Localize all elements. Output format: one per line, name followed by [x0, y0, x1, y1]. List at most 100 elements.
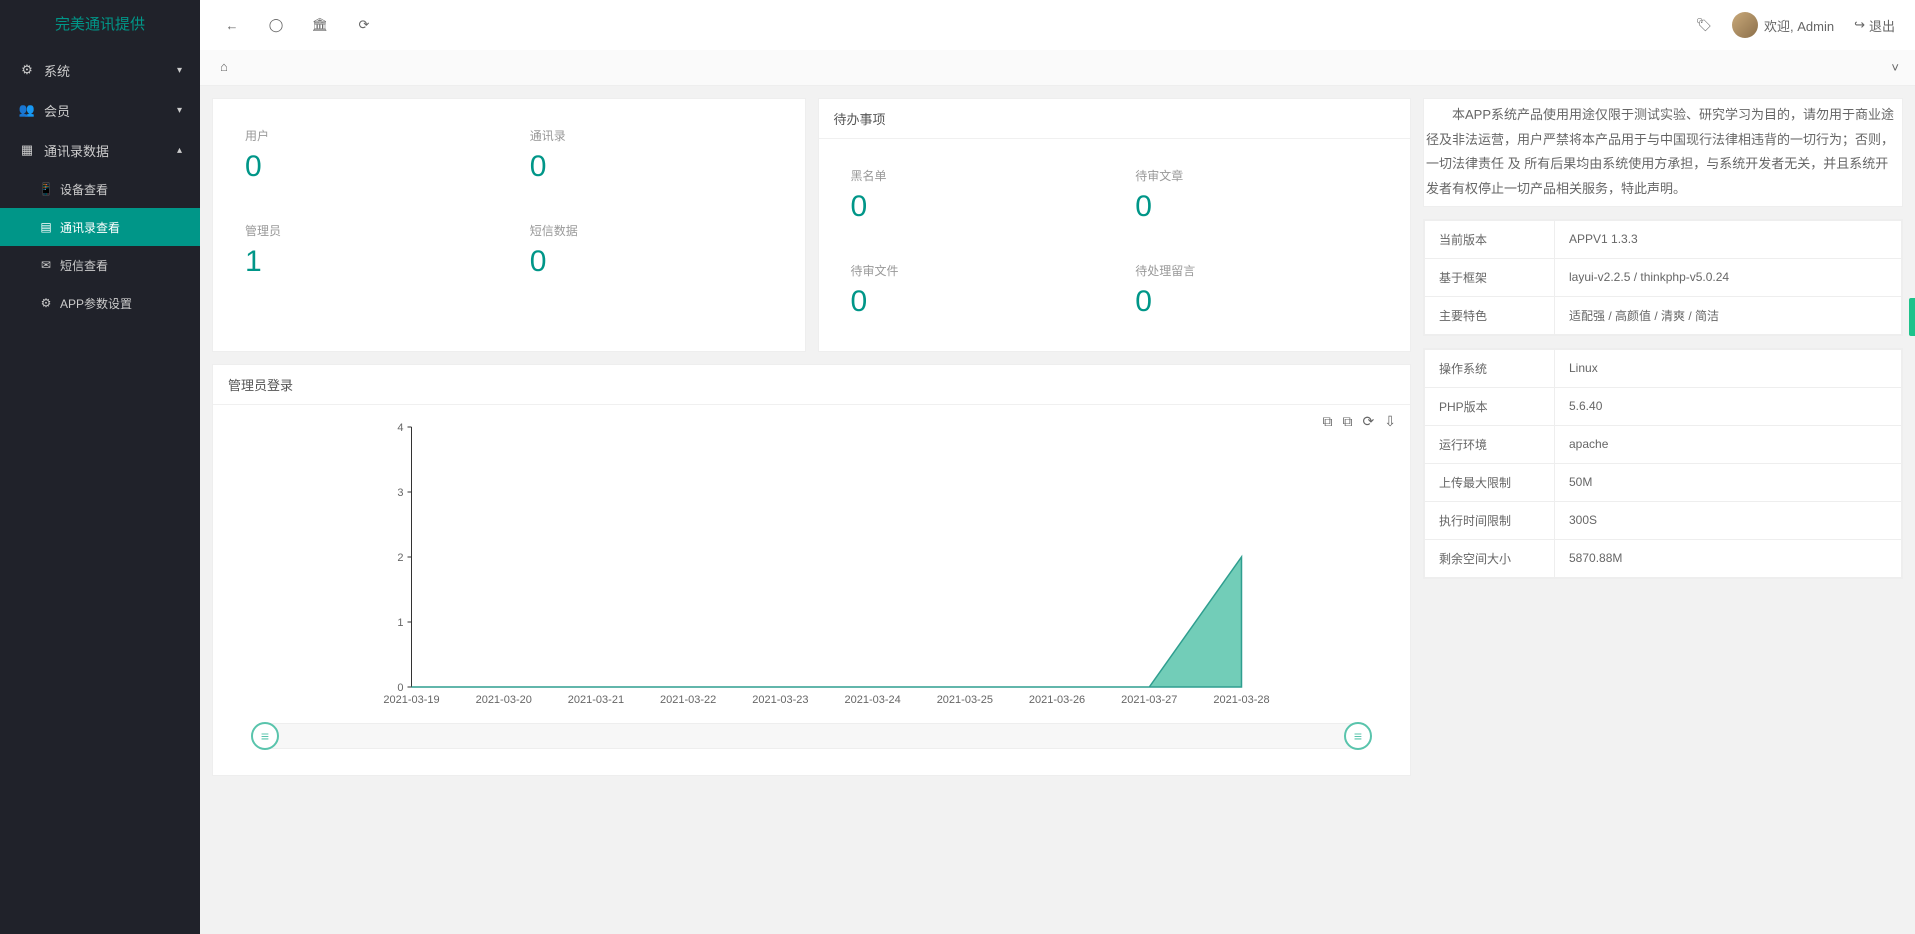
kv-value: APPV1 1.3.3 — [1555, 220, 1902, 258]
table-row: 操作系统Linux — [1425, 349, 1902, 387]
kv-value: 适配强 / 高颜值 / 清爽 / 简洁 — [1555, 296, 1902, 334]
content-left: 用户0通讯录0管理员1短信数据0 待办事项 黑名单0待审文章0待审文件0待处理留… — [212, 98, 1411, 922]
content-right: 本APP系统产品使用用途仅限于测试实验、研究学习为目的，请勿用于商业途径及非法运… — [1423, 98, 1903, 922]
logout-icon: ↪ — [1854, 17, 1865, 33]
header-btn-2[interactable]: 🏛 — [298, 0, 342, 50]
env-card: 操作系统LinuxPHP版本5.6.40运行环境apache上传最大限制50M执… — [1423, 348, 1903, 579]
sidebar-subitem-通讯录查看[interactable]: ▤ 通讯录查看 — [0, 208, 200, 246]
stat-value: 1 — [245, 245, 488, 279]
chart-range-slider[interactable]: ≡ ≡ — [258, 723, 1365, 749]
logout-button[interactable]: ↪ 退出 — [1844, 0, 1905, 50]
chart-tool-3[interactable]: ⇩ — [1384, 413, 1396, 430]
logout-label: 退出 — [1869, 16, 1895, 35]
submenu-label: 设备查看 — [60, 181, 108, 198]
sidebar-item-通讯录数据[interactable]: ▦通讯录数据▴ — [0, 130, 200, 170]
stat-label: 用户 — [245, 127, 488, 144]
chevron-down-icon: ˅ — [1891, 60, 1899, 75]
table-row: PHP版本5.6.40 — [1425, 387, 1902, 425]
table-row: 执行时间限制300S — [1425, 501, 1902, 539]
tag-icon[interactable]: 🏷 — [1685, 0, 1722, 50]
table-row: 主要特色适配强 / 高颜值 / 清爽 / 简洁 — [1425, 296, 1902, 334]
accent-side-tab — [1909, 298, 1915, 336]
avatar — [1732, 12, 1758, 38]
svg-text:3: 3 — [397, 487, 403, 499]
sidebar-subitem-短信查看[interactable]: ✉短信查看 — [0, 246, 200, 284]
home-icon: ⌂ — [220, 59, 228, 74]
svg-text:2021-03-25: 2021-03-25 — [937, 694, 993, 706]
kv-key: 主要特色 — [1425, 296, 1555, 334]
tab-bar: ⌂ ˅ — [200, 50, 1915, 86]
svg-text:0: 0 — [397, 682, 403, 694]
kv-key: 上传最大限制 — [1425, 463, 1555, 501]
range-handle-left[interactable]: ≡ — [251, 722, 279, 750]
tab-more[interactable]: ˅ — [1883, 60, 1907, 75]
sidebar-item-系统[interactable]: ⚙系统▾ — [0, 50, 200, 90]
svg-text:2021-03-19: 2021-03-19 — [383, 694, 439, 706]
header-btn-0[interactable]: ← — [210, 0, 254, 50]
welcome-text: 欢迎, Admin — [1764, 16, 1834, 35]
kv-value: layui-v2.2.5 / thinkphp-v5.0.24 — [1555, 258, 1902, 296]
user-menu[interactable]: 欢迎, Admin — [1722, 0, 1844, 50]
table-row: 上传最大限制50M — [1425, 463, 1902, 501]
stats-row: 用户0通讯录0管理员1短信数据0 待办事项 黑名单0待审文章0待审文件0待处理留… — [212, 98, 1411, 352]
header: ←◯🏛⟳ 🏷 欢迎, Admin ↪ 退出 — [200, 0, 1915, 50]
stat-box: 黑名单0 — [835, 155, 1110, 240]
menu-label: 系统 — [44, 61, 177, 80]
svg-text:2021-03-23: 2021-03-23 — [752, 694, 808, 706]
svg-text:2021-03-27: 2021-03-27 — [1121, 694, 1177, 706]
kv-key: 运行环境 — [1425, 425, 1555, 463]
stats-right-title: 待办事项 — [819, 99, 1411, 139]
sidebar: 完美通讯提供 ⚙系统▾👥会员▾▦通讯录数据▴📱设备查看▤通讯录查看✉短信查看⚙A… — [0, 0, 200, 934]
stat-value: 0 — [530, 150, 773, 184]
info-table: 当前版本APPV1 1.3.3基于框架layui-v2.2.5 / thinkp… — [1424, 220, 1902, 335]
header-btn-1[interactable]: ◯ — [254, 0, 298, 50]
kv-value: apache — [1555, 425, 1902, 463]
table-row: 基于框架layui-v2.2.5 / thinkphp-v5.0.24 — [1425, 258, 1902, 296]
sidebar-subitem-设备查看[interactable]: 📱 设备查看 — [0, 170, 200, 208]
stat-box: 待审文件0 — [835, 250, 1110, 335]
admin-login-chart: 012342021-03-192021-03-202021-03-212021-… — [228, 417, 1395, 717]
svg-text:4: 4 — [397, 422, 403, 434]
sidebar-subitem-APP参数设置[interactable]: ⚙APP参数设置 — [0, 284, 200, 322]
kv-value: 300S — [1555, 501, 1902, 539]
svg-text:2021-03-26: 2021-03-26 — [1029, 694, 1085, 706]
tab-home[interactable]: ⌂ — [208, 50, 240, 86]
chart-toolbar: ⧉ ⧉ ⟳ ⇩ — [1323, 413, 1396, 430]
stat-label: 管理员 — [245, 222, 488, 239]
chevron-icon: ▾ — [177, 105, 182, 116]
table-row: 运行环境apache — [1425, 425, 1902, 463]
sidebar-item-会员[interactable]: 👥会员▾ — [0, 90, 200, 130]
stats-right-card: 待办事项 黑名单0待审文章0待审文件0待处理留言0 — [818, 98, 1412, 352]
range-handle-right[interactable]: ≡ — [1344, 722, 1372, 750]
stat-box: 管理员 1 — [229, 210, 504, 295]
main: ←◯🏛⟳ 🏷 欢迎, Admin ↪ 退出 ⌂ ˅ — [200, 0, 1915, 934]
chart-tool-2[interactable]: ⟳ — [1363, 413, 1375, 430]
sidebar-menu: ⚙系统▾👥会员▾▦通讯录数据▴ 📱 设备查看 ▤ 通讯录查看 ✉短信查看⚙APP参数设置 — [0, 50, 200, 322]
chevron-icon: ▴ — [177, 145, 182, 156]
submenu-label: 短信查看 — [60, 257, 108, 274]
stat-box: 短信数据0 — [514, 210, 789, 295]
chart-tool-1[interactable]: ⧉ — [1343, 413, 1353, 430]
kv-value: 5.6.40 — [1555, 387, 1902, 425]
chart-tool-0[interactable]: ⧉ — [1323, 413, 1333, 430]
chart-body: ⧉⧉⟳⇩ 012342021-03-192021-03-202021-03-21… — [213, 405, 1410, 775]
header-left: ←◯🏛⟳ — [210, 0, 386, 50]
header-btn-3[interactable]: ⟳ — [342, 0, 386, 50]
submenu-icon: ▤ — [38, 220, 54, 234]
table-row: 当前版本APPV1 1.3.3 — [1425, 220, 1902, 258]
stat-box: 待审文章0 — [1119, 155, 1394, 240]
stat-value: 0 — [1135, 190, 1378, 224]
stat-box: 用户0 — [229, 115, 504, 200]
stat-box: 待处理留言0 — [1119, 250, 1394, 335]
svg-text:2021-03-28: 2021-03-28 — [1213, 694, 1269, 706]
stat-label: 短信数据 — [530, 222, 773, 239]
disclaimer-card: 本APP系统产品使用用途仅限于测试实验、研究学习为目的，请勿用于商业途径及非法运… — [1423, 98, 1903, 207]
submenu-label: 通讯录查看 — [60, 219, 120, 236]
menu-icon: ▦ — [18, 142, 36, 158]
content: 用户0通讯录0管理员1短信数据0 待办事项 黑名单0待审文章0待审文件0待处理留… — [200, 86, 1915, 934]
app-root: 完美通讯提供 ⚙系统▾👥会员▾▦通讯录数据▴📱设备查看▤通讯录查看✉短信查看⚙A… — [0, 0, 1915, 934]
stats-left-card: 用户0通讯录0管理员1短信数据0 — [212, 98, 806, 352]
chevron-icon: ▾ — [177, 65, 182, 76]
submenu-icon: 📱 — [38, 182, 54, 196]
kv-value: 5870.88M — [1555, 539, 1902, 577]
